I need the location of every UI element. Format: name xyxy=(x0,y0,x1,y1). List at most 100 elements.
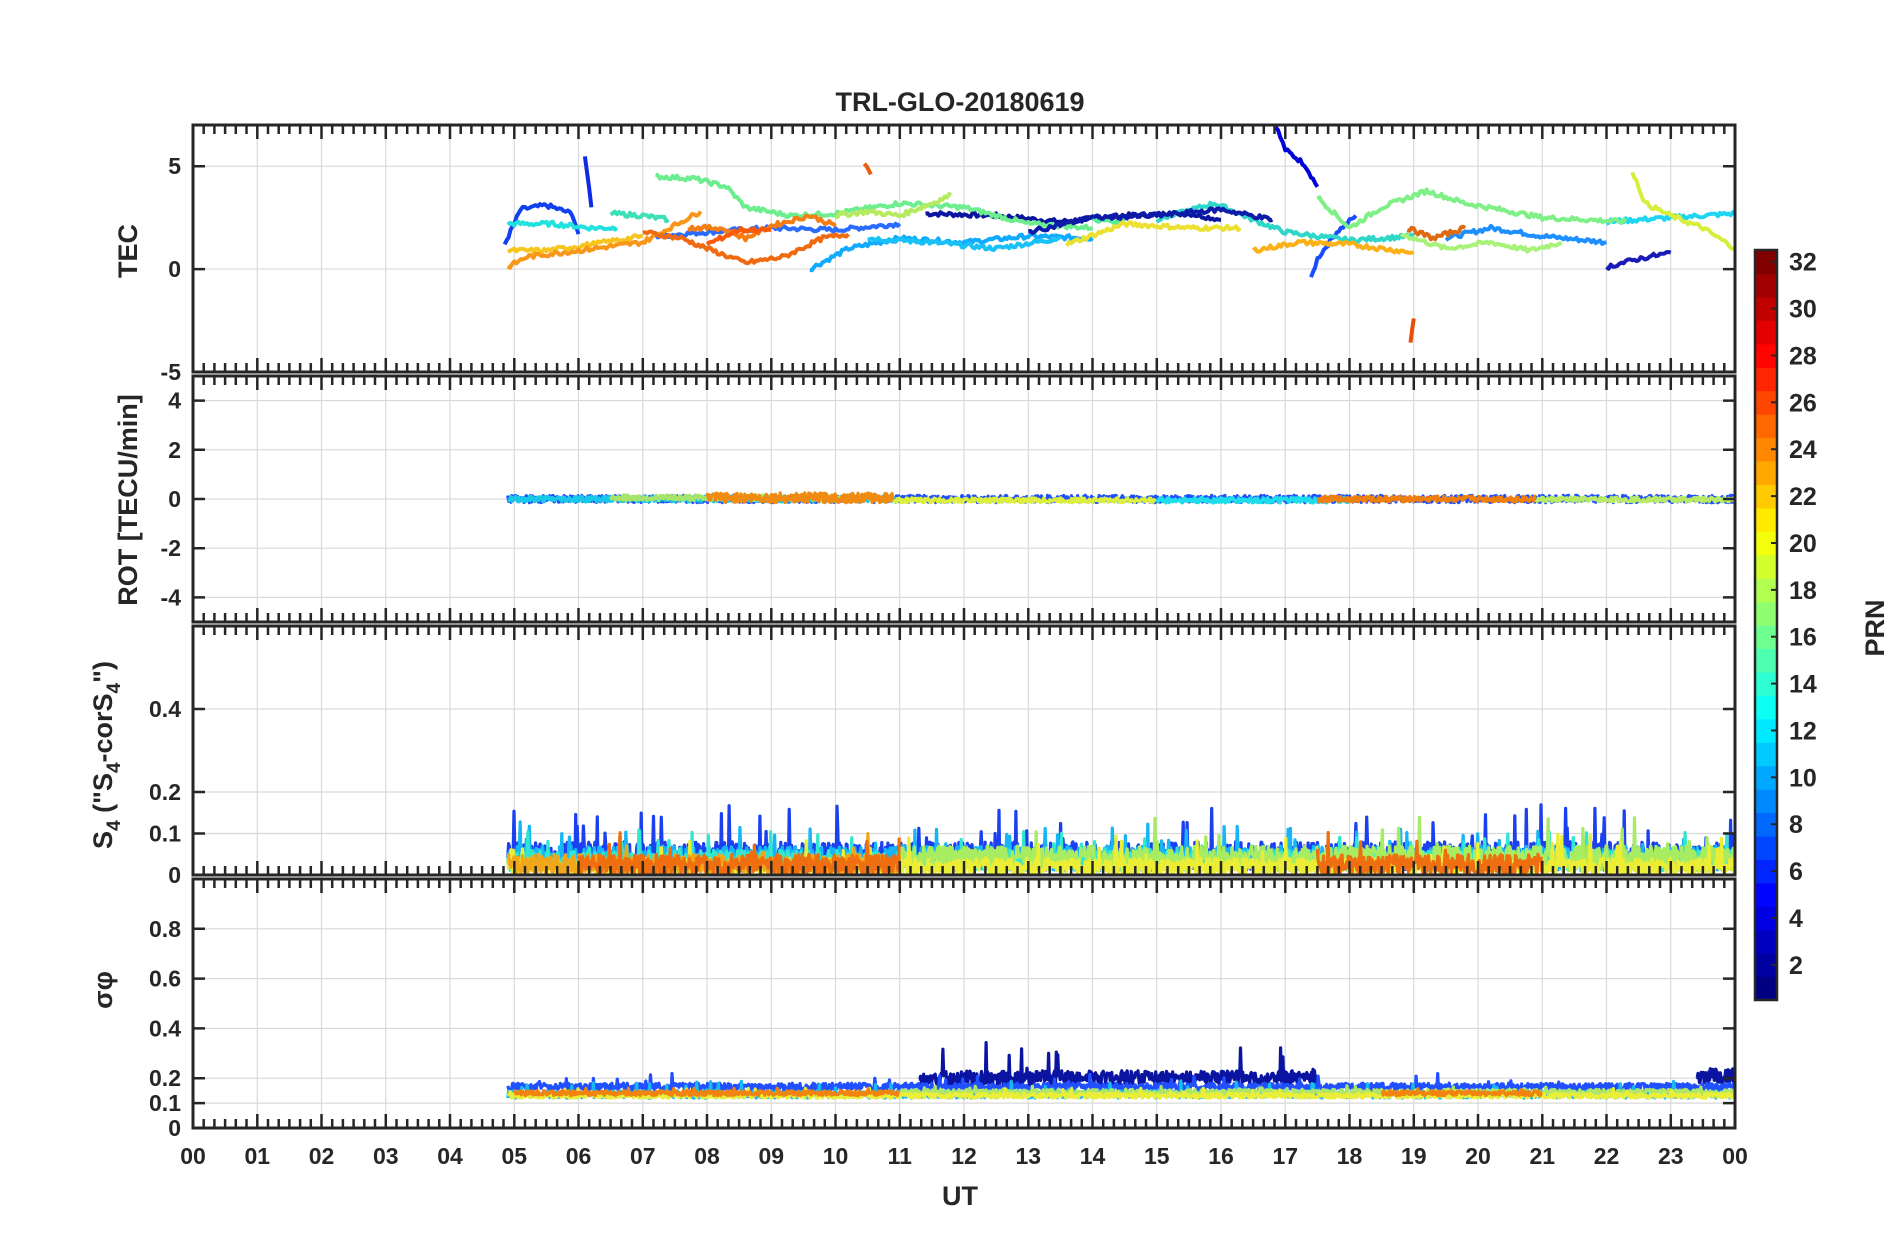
series-line xyxy=(507,233,644,255)
x-tick-label: 08 xyxy=(694,1143,720,1169)
series-line xyxy=(502,202,581,246)
colorbar-segment xyxy=(1755,789,1777,814)
colorbar-segment xyxy=(1755,437,1777,462)
series-line xyxy=(1408,318,1416,343)
series-line xyxy=(609,209,670,224)
series-line xyxy=(1252,238,1414,255)
x-tick-label: 06 xyxy=(566,1143,592,1169)
colorbar-tick-label: 6 xyxy=(1789,858,1803,886)
x-tick-label: 21 xyxy=(1529,1143,1555,1169)
colorbar-segment xyxy=(1755,671,1777,696)
panel-tec: 5 0 -5 xyxy=(161,123,1737,385)
x-tick-label: 01 xyxy=(244,1143,270,1169)
rot-y-axis-label: ROT [TECU/min] xyxy=(113,394,143,605)
series-trace xyxy=(1315,830,1544,875)
colorbar-segment xyxy=(1755,812,1777,837)
series-line xyxy=(506,210,703,270)
x-tick-label: 11 xyxy=(888,1143,913,1169)
y-tick-label: 0.2 xyxy=(149,779,181,805)
series-line xyxy=(835,192,953,219)
series-trace xyxy=(1155,495,1351,505)
colorbar-segment xyxy=(1755,953,1777,978)
chart-title: TRL-GLO-20180619 xyxy=(835,87,1084,117)
y-tick-label: 0 xyxy=(168,862,181,888)
tec-y-axis-label: TEC xyxy=(113,224,143,278)
colorbar-segment xyxy=(1755,554,1777,579)
colorbar-segment xyxy=(1755,882,1777,907)
x-tick-label: 22 xyxy=(1594,1143,1620,1169)
colorbar-segment xyxy=(1755,484,1777,509)
series-trace xyxy=(1695,1067,1735,1085)
x-tick-label: 04 xyxy=(437,1143,463,1169)
colorbar-segment xyxy=(1755,625,1777,650)
colorbar-tick-label: 2 xyxy=(1789,952,1803,980)
x-tick-label: 12 xyxy=(951,1143,977,1169)
x-tick-label: 13 xyxy=(1015,1143,1041,1169)
y-tick-label: 0.2 xyxy=(149,1065,181,1091)
panel-sigma: 0.8 0.6 0.4 0.20.10 xyxy=(149,877,1737,1141)
series-trace xyxy=(918,1040,1319,1088)
y-tick-label: 0 xyxy=(168,1115,181,1141)
colorbar-segment xyxy=(1755,718,1777,743)
series-line xyxy=(705,226,772,246)
series-line xyxy=(1155,200,1415,245)
x-tick-label: 05 xyxy=(501,1143,527,1169)
colorbar-segment xyxy=(1755,296,1777,321)
colorbar-segment xyxy=(1755,601,1777,626)
x-tick-label: 23 xyxy=(1658,1143,1684,1169)
series-line xyxy=(1605,250,1672,271)
colorbar-tick-label: 24 xyxy=(1789,436,1817,464)
tick-marks xyxy=(191,879,1737,1130)
x-tick-label: 20 xyxy=(1465,1143,1491,1169)
colorbar-segment xyxy=(1755,343,1777,368)
series-line xyxy=(642,229,850,266)
colorbar-segment xyxy=(1755,414,1777,439)
data-layer xyxy=(506,803,1735,875)
x-tick-label: 16 xyxy=(1208,1143,1234,1169)
series-trace xyxy=(892,496,1158,505)
colorbar-segment xyxy=(1755,695,1777,720)
y-tick-label: 0 xyxy=(168,486,181,512)
colorbar-tick-label: 30 xyxy=(1789,296,1817,324)
series-line xyxy=(1028,206,1274,236)
x-tick-label: 19 xyxy=(1401,1143,1427,1169)
colorbar-segment xyxy=(1755,320,1777,345)
colorbar-segment xyxy=(1755,460,1777,485)
series-trace xyxy=(1380,1087,1543,1098)
colorbar-segment xyxy=(1755,250,1777,275)
y-tick-label: 0.8 xyxy=(149,916,181,942)
colorbar-segment xyxy=(1755,507,1777,532)
colorbar-segment xyxy=(1755,367,1777,392)
data-layer xyxy=(502,125,1735,343)
series-trace xyxy=(705,491,895,505)
data-layer xyxy=(506,1040,1735,1100)
series-line xyxy=(867,236,1061,252)
colorbar-tick-label: 4 xyxy=(1789,905,1803,933)
colorbar-segment xyxy=(1755,742,1777,767)
tick-marks xyxy=(191,376,1737,622)
colorbar-tick-label: 16 xyxy=(1789,624,1817,652)
colorbar-segment xyxy=(1755,976,1777,1001)
y-tick-label: 5 xyxy=(168,153,181,179)
colorbar-label: PRN xyxy=(1860,599,1890,656)
x-tick-label: 15 xyxy=(1144,1143,1170,1169)
x-tick-label: 14 xyxy=(1080,1143,1106,1169)
colorbar-tick-label: 10 xyxy=(1789,764,1817,792)
y-tick-label: 0.6 xyxy=(149,966,181,992)
colorbar-segment xyxy=(1755,273,1777,298)
series-line xyxy=(1630,171,1735,251)
sigma-y-axis-label: σφ xyxy=(88,971,118,1009)
x-tick-label: 17 xyxy=(1272,1143,1298,1169)
x-tick-label: 07 xyxy=(630,1143,656,1169)
series-line xyxy=(506,219,619,232)
x-tick-label: 18 xyxy=(1337,1143,1363,1169)
y-tick-label: 0.1 xyxy=(149,821,181,847)
colorbar-segment xyxy=(1755,648,1777,673)
x-axis-label: UT xyxy=(942,1181,978,1211)
y-tick-label: 4 xyxy=(168,388,181,414)
tick-marks xyxy=(191,125,1737,374)
y-tick-label: -2 xyxy=(161,535,181,561)
panel-rot: 4 2 0 -2 -4 xyxy=(161,374,1737,624)
colorbar-tick-label: 12 xyxy=(1789,717,1817,745)
